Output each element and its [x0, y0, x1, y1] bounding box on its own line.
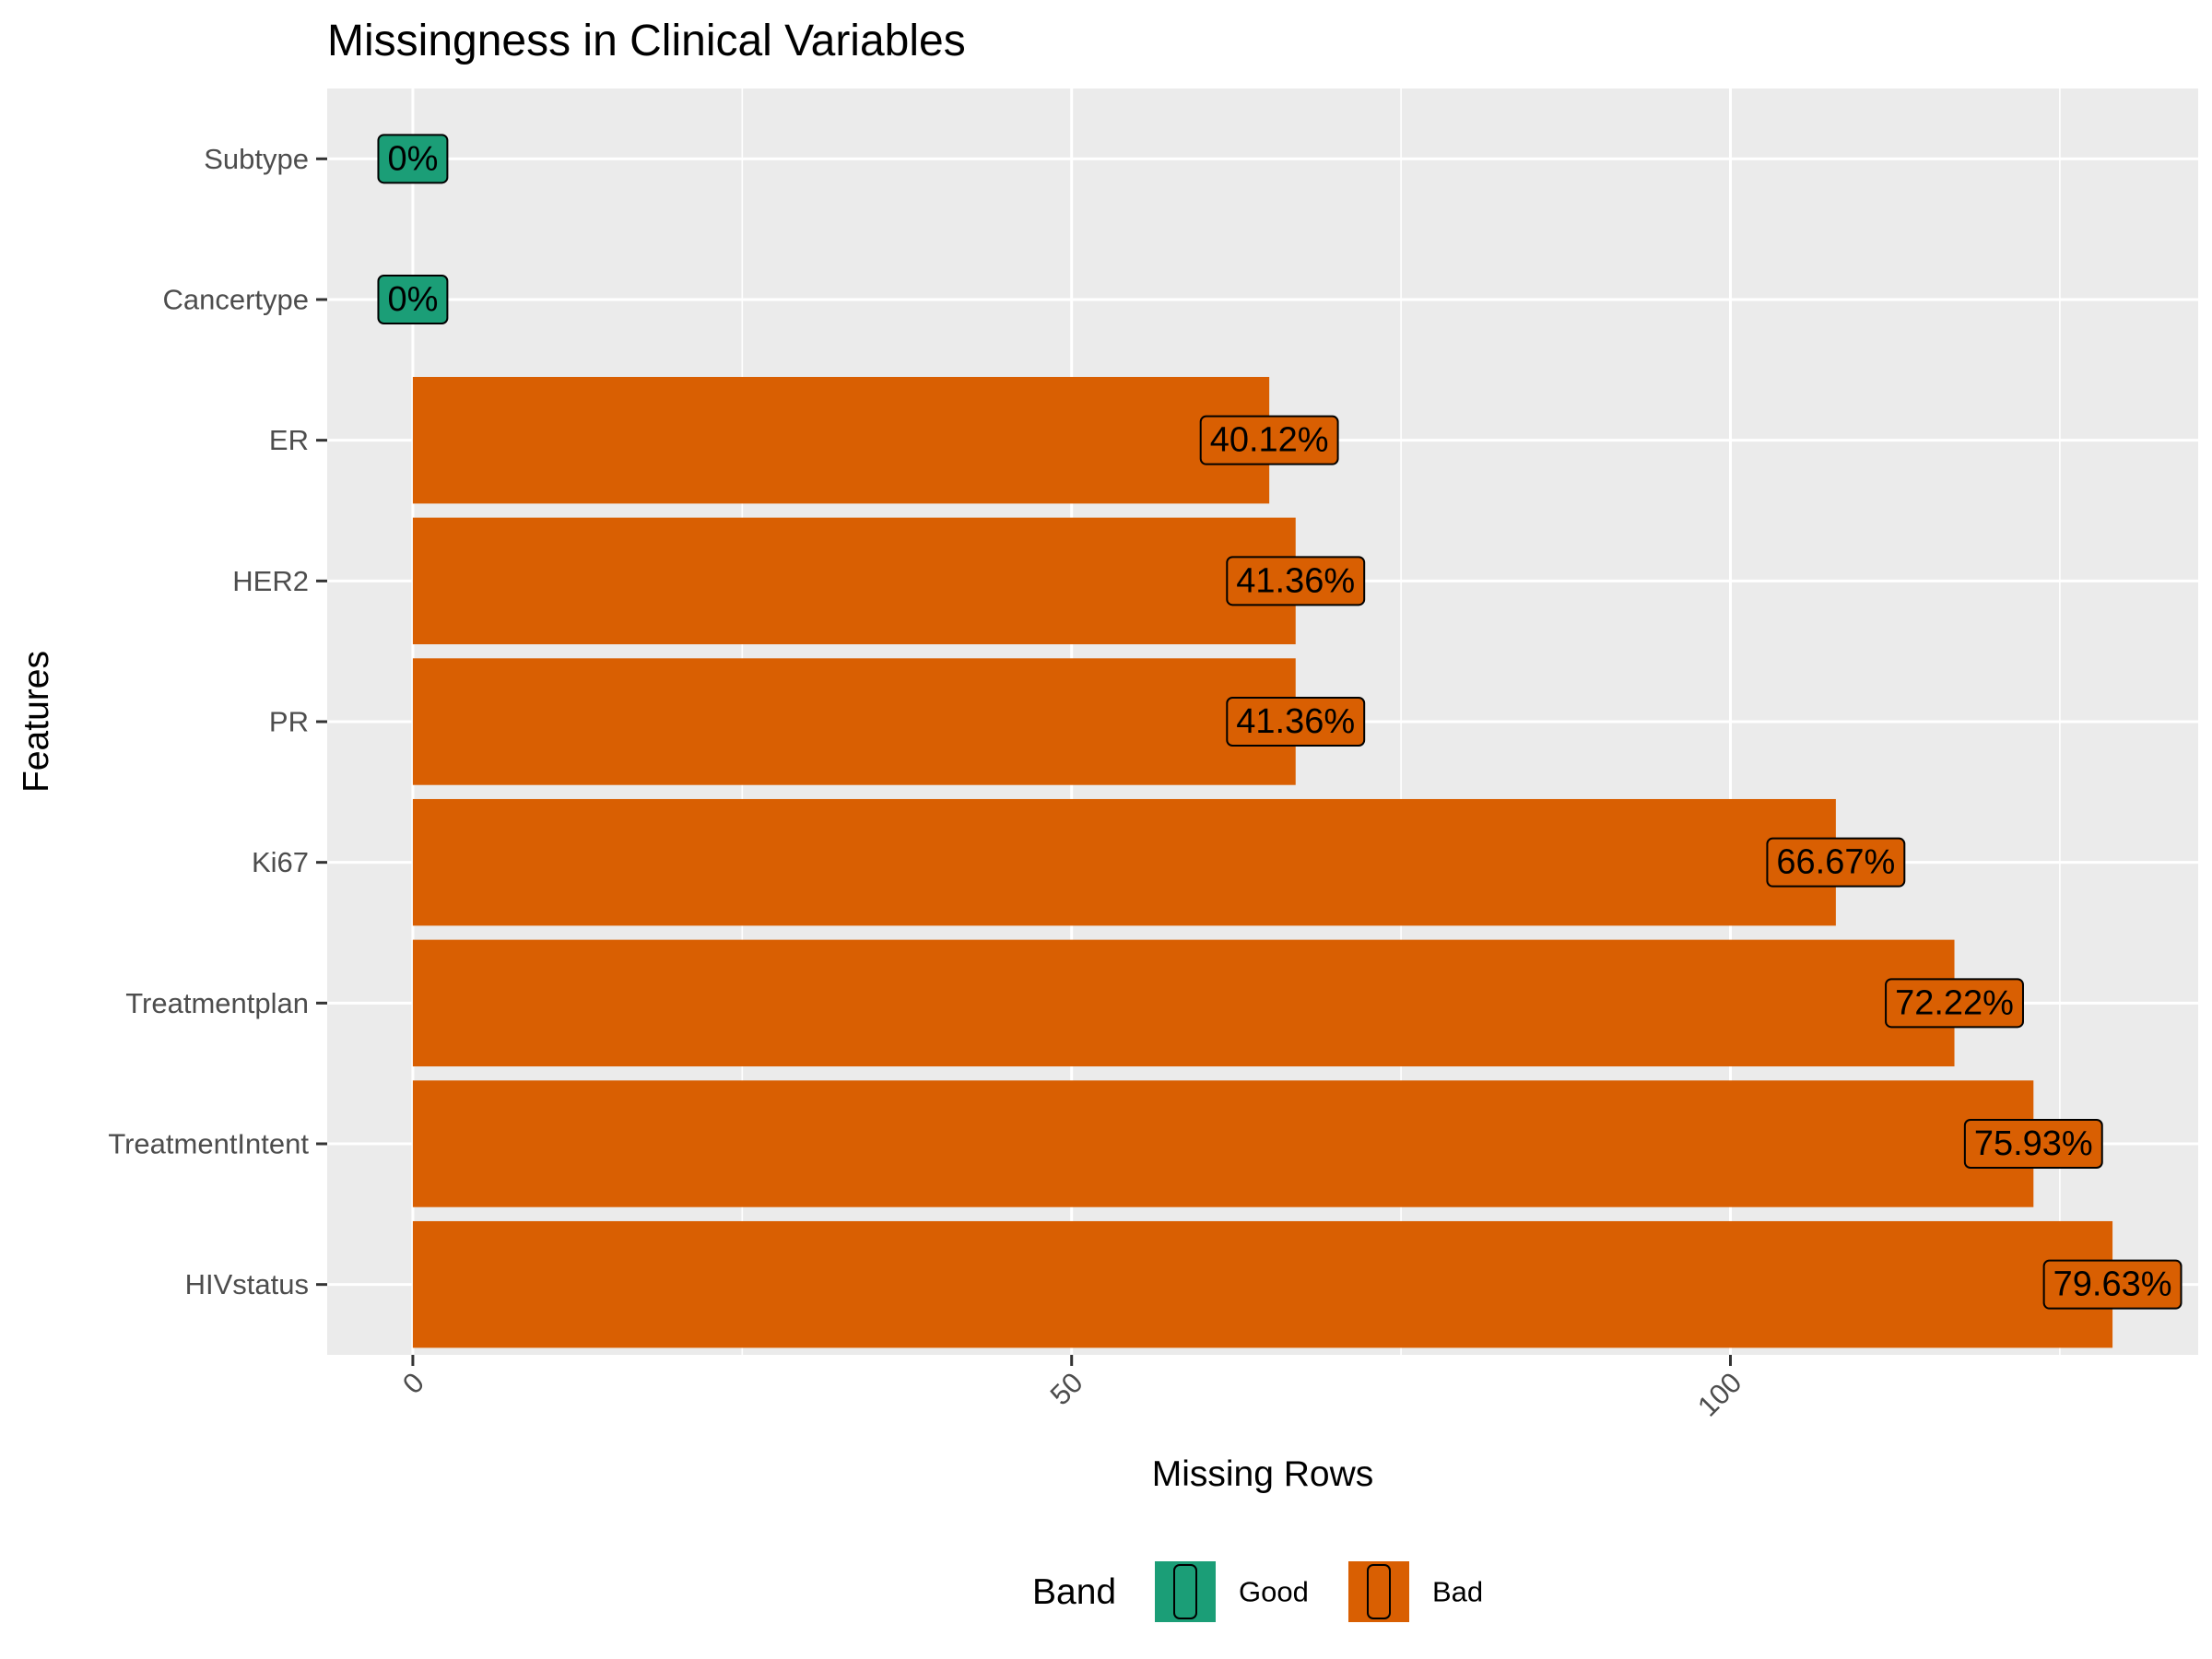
- data-label-text: 79.63%: [2053, 1265, 2172, 1304]
- data-label: 75.93%: [1963, 1119, 2103, 1169]
- data-label-text: 75.93%: [1974, 1124, 2093, 1163]
- data-labels: 0% 0% 40.12% 41.36% 41.36% 66.67% 72.22% 75.93%…: [377, 134, 2183, 1310]
- bar-ki67: [412, 798, 1836, 926]
- data-label: 0%: [377, 275, 449, 324]
- data-label-text: 40.12%: [1210, 421, 1329, 460]
- data-label-box: [377, 134, 449, 184]
- data-label-box: [1199, 415, 1339, 465]
- data-label-text: 41.36%: [1236, 561, 1355, 600]
- bar-treatmentintent: [412, 1080, 2034, 1207]
- data-label-box: [1766, 837, 1906, 888]
- data-label-text: 0%: [387, 139, 438, 178]
- y-tick-label: HER2: [232, 565, 309, 597]
- y-tick-label: ER: [269, 424, 309, 456]
- data-label: 41.36%: [1226, 556, 1366, 606]
- legend-key-glyph: [1367, 1564, 1391, 1619]
- data-label: 72.22%: [1885, 978, 2024, 1029]
- legend-label-good: Good: [1239, 1576, 1309, 1608]
- data-label-text: 0%: [387, 280, 438, 319]
- data-label: 40.12%: [1199, 415, 1339, 465]
- data-label: 79.63%: [2042, 1259, 2183, 1310]
- data-label-box: [1226, 556, 1366, 606]
- y-tick-label: Ki67: [252, 846, 309, 878]
- data-label-text: 72.22%: [1895, 983, 2014, 1022]
- x-tick-label: 50: [1044, 1366, 1089, 1411]
- y-tick-label: PR: [269, 706, 309, 738]
- bar-her2: [412, 517, 1296, 645]
- data-label-box: [377, 275, 449, 324]
- y-tick-label: TreatmentIntent: [108, 1128, 309, 1160]
- bars: [412, 376, 2113, 1348]
- x-tick-label: 0: [396, 1366, 430, 1400]
- data-label: 0%: [377, 134, 449, 184]
- y-tick-label: Cancertype: [162, 284, 309, 316]
- bar-er: [412, 376, 1270, 504]
- x-tick-label: 100: [1691, 1366, 1747, 1422]
- legend-key-glyph: [1173, 1564, 1197, 1619]
- bar-treatmentplan: [412, 939, 1955, 1067]
- legend-label-bad: Bad: [1432, 1576, 1483, 1608]
- data-label-box: [1885, 978, 2024, 1029]
- legend: Band Good Bad: [1032, 1559, 1483, 1624]
- legend-title: Band: [1032, 1572, 1116, 1612]
- data-label-text: 41.36%: [1236, 702, 1355, 741]
- chart-title: Missingness in Clinical Variables: [327, 17, 966, 65]
- data-label-box: [2042, 1259, 2183, 1310]
- x-axis-title: Missing Rows: [1152, 1454, 1374, 1494]
- y-axis-title: Features: [17, 651, 56, 793]
- y-tick-label: Treatmentplan: [125, 987, 309, 1019]
- data-label-box: [1963, 1119, 2103, 1169]
- y-axis: Subtype Cancertype ER HER2 PR Ki67 Treatmentpl…: [108, 143, 327, 1300]
- data-label-box: [1226, 697, 1366, 747]
- bar-pr: [412, 658, 1296, 785]
- x-axis: 0 50 100: [396, 1355, 1747, 1423]
- y-tick-label: Subtype: [204, 143, 309, 175]
- data-label-text: 66.67%: [1776, 843, 1895, 882]
- y-tick-label: HIVstatus: [185, 1268, 309, 1300]
- data-label: 41.36%: [1226, 697, 1366, 747]
- bar-hivstatus: [412, 1220, 2113, 1348]
- data-label: 66.67%: [1766, 837, 1906, 888]
